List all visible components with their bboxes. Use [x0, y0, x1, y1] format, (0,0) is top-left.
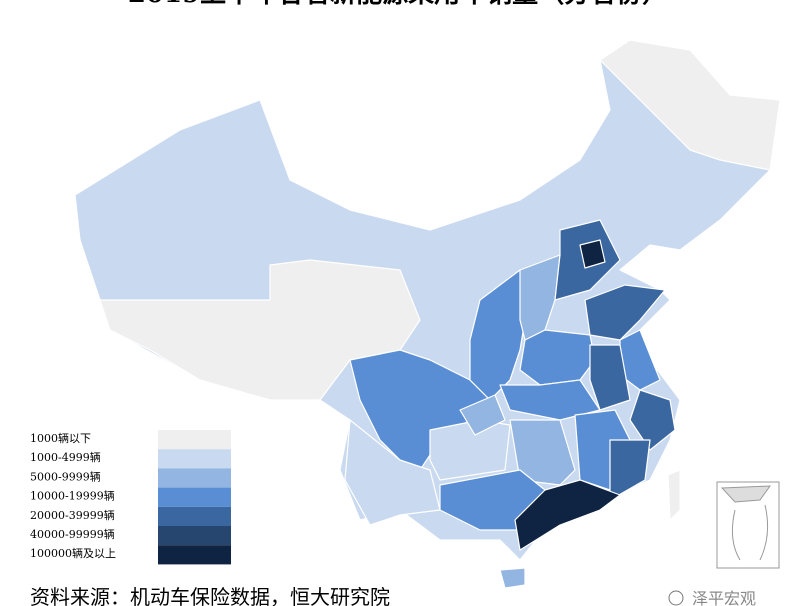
legend-label: 1000-4999辆 [30, 450, 101, 464]
legend-swatch [158, 430, 231, 450]
legend-swatch [158, 545, 231, 565]
legend-swatch [158, 487, 231, 507]
legend-swatch [158, 468, 231, 488]
china-map [74, 39, 781, 589]
region [499, 567, 526, 589]
region [599, 39, 781, 171]
region [609, 439, 651, 501]
legend-label: 40000-99999辆 [30, 527, 115, 541]
region [344, 419, 441, 526]
south-sea-inset [716, 481, 780, 569]
legend-label: 1000辆以下 [30, 431, 91, 445]
region [629, 389, 676, 451]
region [589, 344, 631, 411]
legend: 1000辆以下 1000-4999辆 5000-9999辆 10000-19999辆 2… [30, 430, 231, 565]
region [514, 479, 621, 551]
inset-land [720, 485, 772, 503]
region [429, 419, 511, 481]
legend-swatch [158, 526, 231, 546]
legend-label: 10000-19999辆 [30, 489, 115, 503]
legend-swatch [158, 449, 231, 469]
title: 2019上半年各省新能源乘用车销量（分省份） [128, 0, 668, 9]
watermark-icon [668, 590, 684, 606]
legend-label: 100000辆及以上 [30, 546, 116, 560]
legend-swatch [158, 506, 231, 526]
legend-label: 5000-9999辆 [30, 469, 101, 483]
region [579, 239, 606, 269]
watermark: 泽平宏观 [692, 589, 756, 606]
region [459, 394, 506, 436]
region [519, 329, 596, 386]
inset-line [731, 504, 769, 561]
region [499, 379, 601, 421]
source: 资料来源：机动车保险数据，恒大研究院 [30, 585, 390, 606]
legend-label: 20000-39999辆 [30, 508, 115, 522]
region [667, 469, 681, 521]
